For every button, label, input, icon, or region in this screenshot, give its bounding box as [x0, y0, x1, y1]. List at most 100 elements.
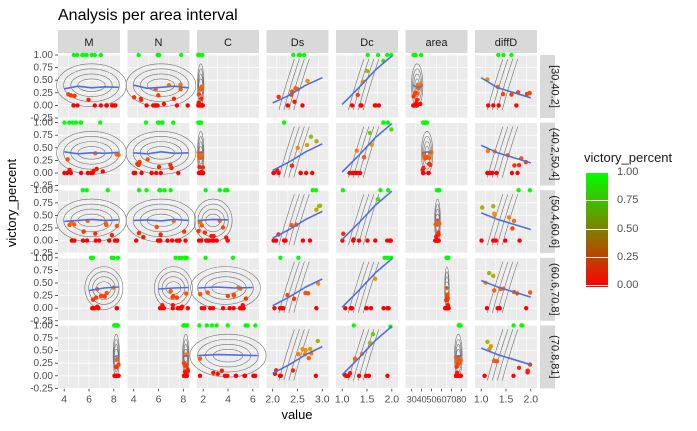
data-point [157, 52, 162, 58]
data-point [295, 145, 300, 151]
y-tick-label: 0.75 [34, 198, 54, 209]
trend-line [480, 347, 532, 366]
density-contour [132, 136, 190, 170]
x-tick-label: 2 [200, 393, 206, 405]
x-tick-label: 70 [446, 394, 456, 404]
data-point [198, 87, 203, 92]
data-point [158, 188, 163, 193]
y-tick-label: 1.00 [34, 185, 54, 196]
data-point [100, 169, 105, 174]
data-point [138, 96, 144, 102]
data-point [496, 52, 501, 58]
trend-line [341, 258, 393, 308]
data-point [455, 357, 460, 363]
data-point [412, 52, 418, 58]
legend-tick-mark [586, 228, 608, 230]
data-point [203, 188, 208, 193]
data-point [272, 306, 277, 311]
data-point [156, 164, 162, 170]
data-point [78, 170, 84, 176]
data-point [292, 99, 297, 104]
density-contour [288, 194, 305, 246]
data-point [200, 103, 206, 108]
data-point [89, 52, 95, 58]
data-point [225, 293, 231, 299]
data-point [80, 238, 86, 243]
data-point [169, 165, 174, 171]
data-point [71, 103, 76, 108]
legend-title: victory_percent [584, 150, 673, 165]
data-point [289, 222, 294, 228]
density-contour [501, 58, 519, 111]
data-point [220, 306, 226, 311]
x-tick-label: 4 [225, 393, 231, 405]
data-point [271, 170, 276, 176]
data-point [276, 94, 281, 100]
column-strip [336, 30, 398, 53]
data-point [303, 170, 309, 176]
data-point [143, 120, 149, 125]
data-point [351, 323, 356, 328]
trend-line [272, 278, 323, 307]
data-point [484, 306, 490, 311]
data-point [72, 93, 77, 99]
data-point [211, 370, 216, 375]
data-point [313, 188, 319, 193]
data-point [488, 343, 494, 349]
data-point [510, 226, 515, 231]
data-point [81, 229, 86, 234]
data-point [509, 170, 515, 176]
trend-line [480, 77, 532, 99]
data-point [112, 238, 118, 243]
row-strip-label: (60.6,70.8] [549, 263, 561, 316]
y-tick-label: -0.25 [30, 113, 53, 124]
data-point [86, 97, 91, 103]
data-point [104, 290, 109, 296]
data-point [437, 221, 442, 226]
data-point [422, 156, 428, 161]
data-point [485, 339, 490, 344]
y-axis-label: victory_percent [4, 159, 19, 248]
density-contour [362, 126, 380, 178]
trend-line [445, 286, 449, 289]
data-point [98, 293, 104, 299]
data-point [509, 92, 514, 97]
data-point [421, 165, 426, 171]
data-point [278, 255, 283, 260]
data-point [340, 238, 345, 243]
data-point [185, 323, 190, 328]
density-contour [278, 194, 295, 246]
data-point [479, 238, 484, 243]
data-point [169, 238, 175, 243]
data-point [314, 207, 319, 212]
y-tick-label: 0.75 [34, 63, 54, 74]
data-point [223, 235, 229, 240]
data-point [98, 52, 104, 58]
data-point [171, 294, 176, 299]
data-point [112, 373, 117, 378]
data-point [115, 356, 120, 362]
y-tick-label: 0.50 [34, 346, 54, 357]
legend-tick-label: 0.50 [617, 222, 639, 235]
data-point [426, 161, 432, 167]
trend-line [341, 190, 393, 241]
y-tick-label: -0.25 [30, 316, 53, 327]
data-point [340, 188, 346, 193]
density-contour [501, 329, 519, 381]
data-point [199, 223, 204, 228]
data-point [144, 103, 149, 108]
legend-color-bar [586, 172, 608, 287]
data-point [445, 292, 450, 297]
data-point [434, 234, 439, 239]
data-point [523, 306, 529, 311]
data-point [217, 188, 223, 193]
density-contour [147, 78, 175, 92]
data-point [84, 238, 90, 243]
data-point [183, 238, 188, 243]
data-point [211, 233, 216, 239]
data-point [310, 188, 315, 193]
x-tick-label: 2.5 [290, 393, 305, 405]
density-contour [197, 271, 254, 305]
data-point [281, 238, 287, 243]
data-point [196, 52, 201, 58]
